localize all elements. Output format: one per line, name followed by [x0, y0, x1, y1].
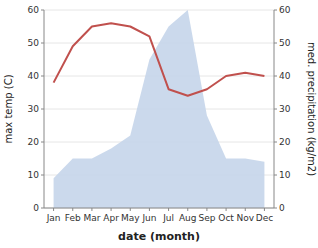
x-tick [168, 208, 169, 211]
y2-tick [274, 142, 277, 143]
y2-tick [274, 208, 277, 209]
x-tick [130, 208, 131, 211]
x-tick [187, 208, 188, 211]
area [54, 10, 265, 208]
x-tick [111, 208, 112, 211]
y-tick [41, 142, 44, 143]
y-tick [41, 76, 44, 77]
chart: Jan FebMarAprMayJun Jul AugSepOctNovDec 0 10 2… [0, 0, 318, 248]
grid-line [44, 10, 274, 11]
y2-axis-label: med. precipitation (kg/m2) [306, 42, 317, 176]
y-tick [41, 208, 44, 209]
x-tick-label: Mar [83, 213, 100, 223]
y-tick-label: 10 [28, 170, 40, 180]
x-tick-label: Dec [256, 213, 273, 223]
x-tick-label: Apr [103, 213, 119, 223]
x-tick [264, 208, 265, 211]
y-tick [41, 43, 44, 44]
x-tick-label: May [121, 213, 140, 223]
grid [44, 10, 274, 208]
axes: Jan FebMarAprMayJun Jul AugSepOctNovDec 0 10 2… [28, 5, 291, 223]
y-tick-label: 0 [33, 203, 39, 213]
y2-tick [274, 76, 277, 77]
x-tick [149, 208, 150, 211]
x-tick [245, 208, 246, 211]
x-tick-label: Oct [218, 213, 234, 223]
x-tick [72, 208, 73, 211]
y-tick-label: 20 [28, 137, 40, 147]
y2-tick [274, 175, 277, 176]
y-axis-label: max temp (C) [3, 74, 14, 143]
y2-tick [274, 109, 277, 110]
y-tick [41, 10, 44, 11]
y-tick-label: 60 [28, 5, 40, 15]
grid-line [44, 208, 274, 209]
line [54, 23, 265, 96]
y2-tick-label: 50 [279, 38, 291, 48]
x-tick [53, 208, 54, 211]
y2-tick-label: 60 [279, 5, 291, 15]
y-tick-label: 40 [28, 71, 40, 81]
x-tick-label: Nov [236, 213, 254, 223]
x-tick-label: Jul [162, 213, 174, 223]
x-tick-label: Feb [65, 213, 81, 223]
y2-tick-label: 40 [279, 71, 291, 81]
x-axis-label: date (month) [118, 230, 200, 243]
y-tick-label: 30 [28, 104, 40, 114]
y2-tick [274, 10, 277, 11]
x-axis-line [44, 208, 274, 209]
y2-tick-label: 0 [279, 203, 285, 213]
y2-tick-label: 10 [279, 170, 291, 180]
x-tick-label: Sep [198, 213, 215, 223]
y-tick-label: 50 [28, 38, 40, 48]
x-tick-label: Aug [179, 213, 197, 223]
x-tick [91, 208, 92, 211]
x-tick [206, 208, 207, 211]
y2-tick [274, 43, 277, 44]
y2-tick-label: 30 [279, 104, 291, 114]
y-tick [41, 175, 44, 176]
x-tick-label: Jun [141, 213, 156, 223]
x-tick [226, 208, 227, 211]
y-tick [41, 109, 44, 110]
x-tick-label: Jan [46, 213, 61, 223]
y2-tick-label: 20 [279, 137, 291, 147]
plot-area [54, 10, 265, 208]
